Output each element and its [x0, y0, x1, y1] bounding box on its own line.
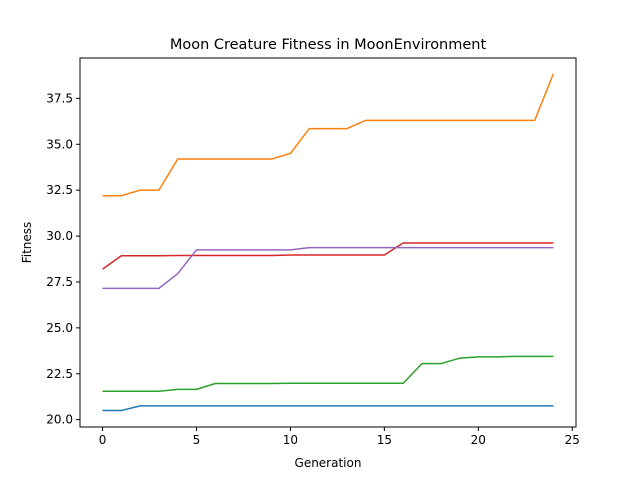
- series-line-2: [102, 73, 555, 197]
- y-axis-ticks: 20.0 22.5 25.0 27.5 30.0 32.5 35.0 37.5: [46, 91, 80, 427]
- y-tick-label: 27.5: [46, 275, 73, 289]
- chart-title: Moon Creature Fitness in MoonEnvironment: [170, 37, 487, 53]
- y-tick-label: 37.5: [46, 91, 73, 105]
- y-tick-label: 20.0: [46, 413, 73, 427]
- y-axis-label: Fitness: [20, 222, 34, 264]
- x-tick-label: 20: [471, 433, 486, 447]
- y-tick-label: 32.5: [46, 183, 73, 197]
- x-tick-label: 10: [283, 433, 298, 447]
- series-line-1: [102, 405, 554, 412]
- x-tick-label: 25: [565, 433, 580, 447]
- x-tick-label: 5: [193, 433, 201, 447]
- x-axis-ticks: 0 5 10 15 20 25: [99, 427, 580, 447]
- series-line-4: [102, 242, 554, 270]
- x-tick-label: 0: [99, 433, 107, 447]
- x-tick-label: 15: [377, 433, 392, 447]
- y-tick-label: 30.0: [46, 229, 73, 243]
- y-tick-label: 22.5: [46, 367, 73, 381]
- y-tick-label: 25.0: [46, 321, 73, 335]
- series-line-3: [102, 355, 554, 392]
- plot-frame: [79, 57, 577, 428]
- series-line-5: [102, 246, 554, 290]
- series-layer: [102, 73, 555, 412]
- x-axis-label: Generation: [295, 456, 362, 470]
- y-tick-label: 35.0: [46, 137, 73, 151]
